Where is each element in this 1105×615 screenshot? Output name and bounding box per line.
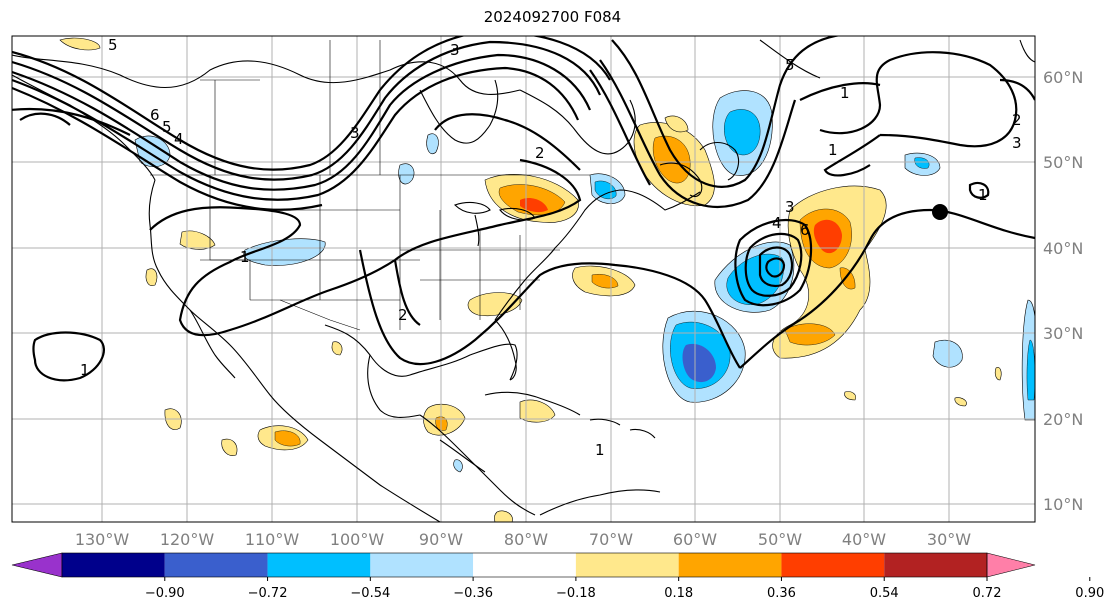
colorbar-tick-label: −0.90 [145,586,185,601]
colorbar-frame [61,552,988,578]
political-borders [150,40,590,331]
lon-label: 60°W [673,530,717,549]
colorbar-extend-low [11,552,63,578]
lon-label: 90°W [419,530,463,549]
colorbar-swatch [575,553,679,577]
lat-label: 10°N [1043,495,1083,514]
contour-label: 5 [108,36,118,54]
map-content: 5 3 6 5 4 3 2 1 1 2 1 3 4 6 5 3 2 1 1 1 [12,36,1035,522]
graticule [12,36,1035,522]
colorbar-tick-label: −0.54 [350,586,390,601]
colorbar-swatch [267,553,371,577]
contour-label: 1 [80,361,90,379]
contour-label: 1 [240,248,250,266]
shading-dark-blue [682,343,716,383]
contours [12,36,1035,382]
contour-label: 1 [828,141,838,159]
lon-label: 50°W [758,530,802,549]
colorbar-swatch [678,553,782,577]
colorbar-swatch [473,553,576,577]
colorbar-swatch [370,553,474,577]
contour-label: 2 [1012,111,1022,129]
shading-red-orange [520,198,842,254]
colorbar-tick-label: 0.90 [1075,586,1104,601]
latitude-labels: 60°N 50°N 40°N 30°N 20°N 10°N [1043,68,1083,514]
lon-label: 130°W [75,530,130,549]
chart-title: 2024092700 F084 [483,8,622,26]
colorbar-swatch [884,553,987,577]
colorbar-tick-label: 0.72 [973,586,1002,601]
colorbar-extend-high [986,552,1036,578]
contour-label: 2 [398,306,408,324]
contour-labels: 5 3 6 5 4 3 2 1 1 2 1 3 4 6 5 3 2 1 1 1 [80,36,1022,459]
map-background [12,36,1035,522]
lat-label: 50°N [1043,153,1083,172]
coastlines [12,39,1035,522]
colorbar: −0.90 −0.72 −0.54 −0.36 −0.18 0.18 0.36 0.54 0.7… [11,552,1104,601]
contour-label: 6 [150,106,160,124]
colorbar-tick-label: 0.36 [767,586,796,601]
contour-label: 3 [785,198,795,216]
lon-label: 80°W [504,530,548,549]
contour-label: 1 [595,441,605,459]
lat-label: 30°N [1043,324,1083,343]
colorbar-tick-label: −0.18 [556,586,596,601]
contour-label: 1 [978,186,988,204]
colorbar-tick-label: −0.36 [453,586,493,601]
colorbar-swatch [164,553,268,577]
colorbar-tick-label: −0.72 [248,586,288,601]
map-frame [11,35,1036,523]
contour-label: 5 [785,56,795,74]
colorbar-tick-label: 0.54 [870,586,899,601]
lon-label: 100°W [330,530,385,549]
lat-label: 20°N [1043,410,1083,429]
contour-label: 6 [800,221,810,239]
contour-label: 2 [535,144,545,162]
contour-label: 1 [840,84,850,102]
contour-label: 4 [772,214,782,232]
contour-label: 3 [350,124,360,142]
longitude-labels: 130°W 120°W 110°W 100°W 90°W 80°W 70°W 6… [75,530,971,549]
lon-label: 30°W [927,530,971,549]
contour-label: 4 [174,130,184,148]
colorbar-swatch [781,553,885,577]
colorbar-tick-label: 0.18 [664,586,693,601]
storm-center-marker [932,204,948,220]
lat-label: 60°N [1043,68,1083,87]
lon-label: 110°W [245,530,300,549]
contour-label: 5 [162,118,172,136]
colorbar-swatch [62,553,165,577]
contour-label: 3 [1012,134,1022,152]
lon-label: 120°W [160,530,215,549]
lon-label: 70°W [589,530,633,549]
lon-label: 40°W [842,530,886,549]
lat-label: 40°N [1043,239,1083,258]
contour-label: 3 [450,41,460,59]
